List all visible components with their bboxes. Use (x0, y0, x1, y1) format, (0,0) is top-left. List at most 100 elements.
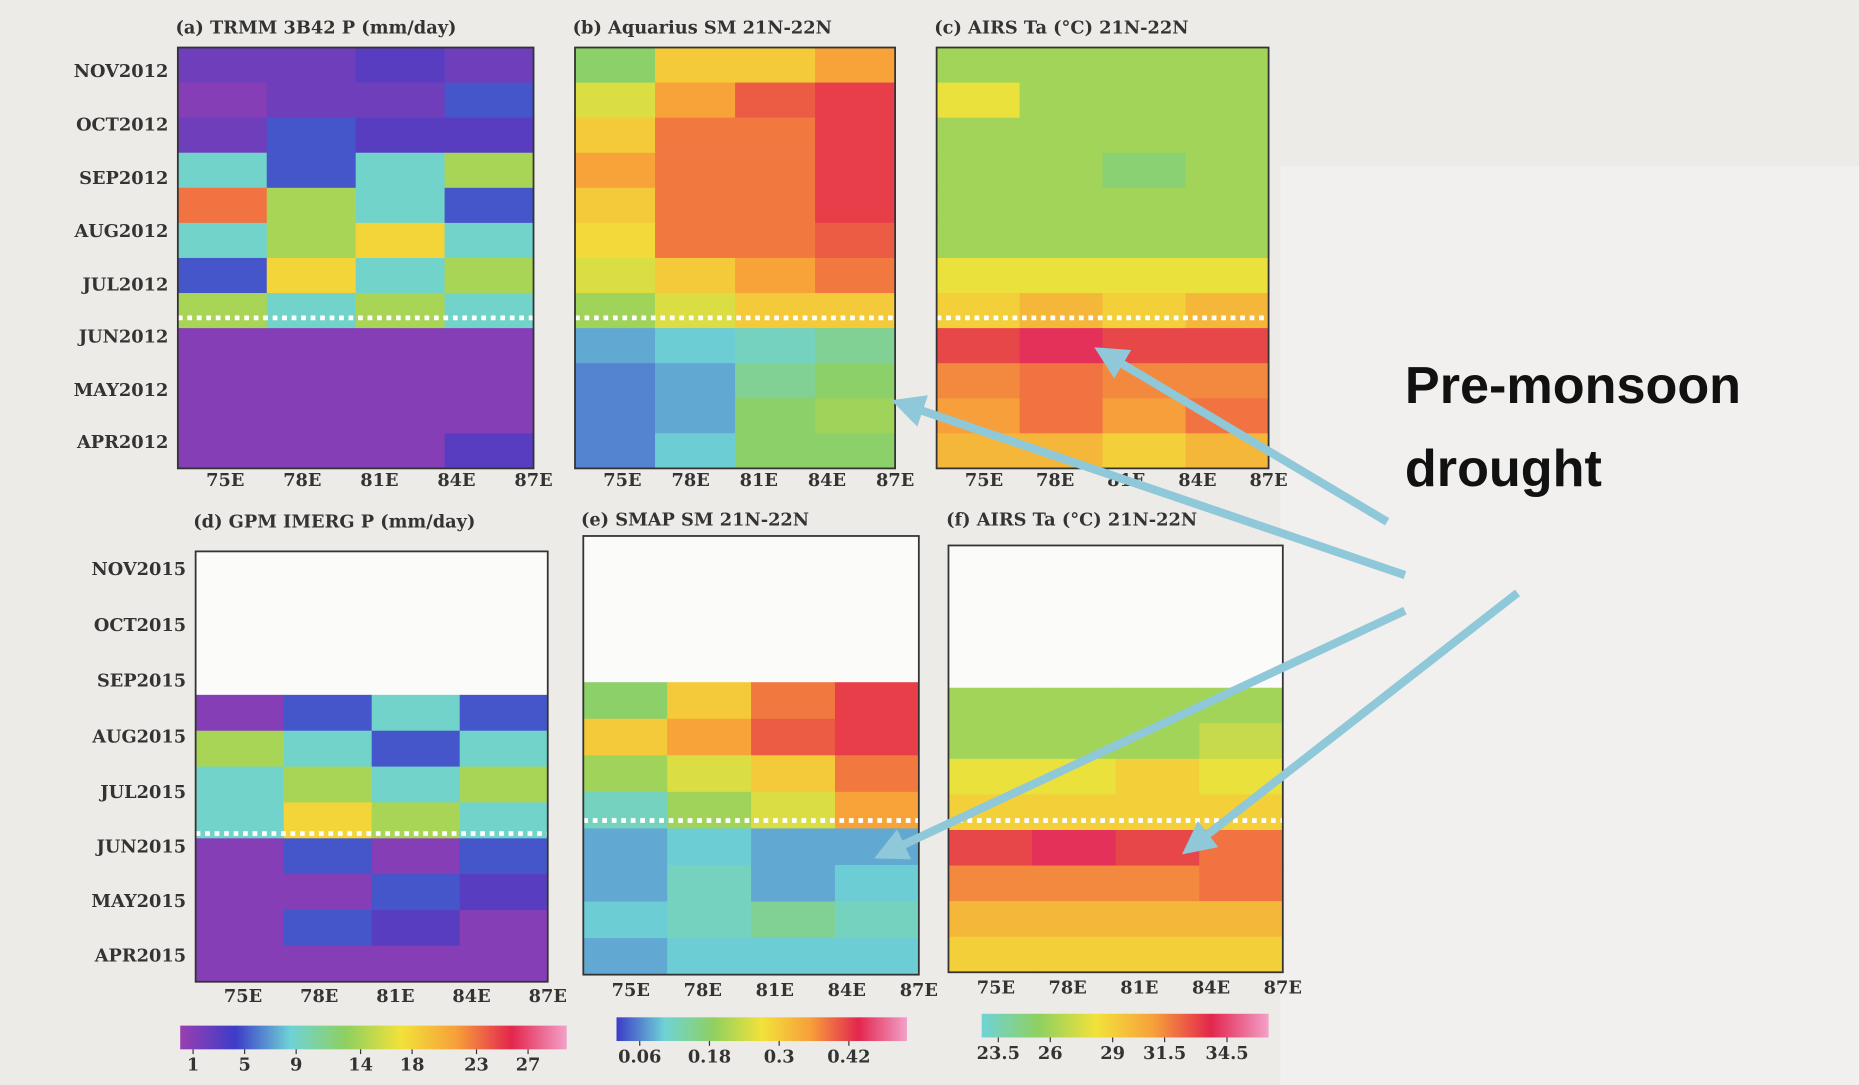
heat-cell (735, 48, 816, 84)
heat-cell (583, 938, 667, 975)
heat-cell (937, 83, 1021, 119)
y-tick-label: NOV2012 (74, 61, 169, 82)
x-tick-label: 78E (684, 980, 722, 1001)
heat-cell (1199, 901, 1283, 937)
heat-cell (667, 865, 751, 902)
heat-cell (445, 223, 535, 259)
heat-cell (575, 83, 656, 119)
heat-cell (178, 188, 268, 224)
heat-cell (1103, 118, 1187, 154)
heat-cell (1032, 866, 1116, 902)
heat-cell (267, 118, 357, 154)
heat-cell (1020, 83, 1104, 119)
heat-cell (267, 188, 357, 224)
heat-cell (178, 363, 268, 399)
heat-cell (267, 223, 357, 259)
heat-cell (735, 328, 816, 364)
heat-cell (735, 188, 816, 224)
heat-cell (356, 188, 446, 224)
heat-cell (356, 293, 446, 329)
heat-cell (937, 153, 1021, 189)
heat-cell (575, 328, 656, 364)
heat-cell (1020, 293, 1104, 329)
x-tick-label: 75E (612, 980, 650, 1001)
heat-cell (667, 755, 751, 792)
panel-title: (f) AIRS Ta (°C) 21N-22N (946, 509, 1197, 530)
heat-cell (1103, 48, 1187, 84)
heat-cell (655, 188, 736, 224)
heat-cell (583, 902, 667, 939)
heat-cell (445, 118, 535, 154)
heat-cell (751, 755, 835, 792)
heat-cell (835, 792, 919, 829)
heat-cell (751, 902, 835, 939)
heat-cell (575, 153, 656, 189)
heat-cell (735, 398, 816, 434)
heat-cell (1186, 363, 1270, 399)
heat-cell (1199, 688, 1283, 724)
heat-cell (356, 83, 446, 119)
heat-cell (937, 223, 1021, 259)
heat-cell (1103, 188, 1187, 224)
heat-cell (1103, 83, 1187, 119)
heat-cell (948, 688, 1032, 724)
heat-cell (356, 48, 446, 84)
heat-cell (655, 433, 736, 469)
heat-cell (1199, 937, 1283, 973)
x-tick-label: 84E (1192, 978, 1230, 999)
poster: (a) TRMM 3B42 P (mm/day) 75E 78E 81E 84E 87E N… (0, 0, 1859, 1085)
heat-cell (583, 792, 667, 829)
heat-cell (735, 433, 816, 469)
y-tick-label: OCT2015 (94, 615, 186, 636)
colorbar-tick-label: 31.5 (1143, 1043, 1186, 1064)
heat-cell (1020, 363, 1104, 399)
heat-cell (284, 695, 373, 731)
heat-cell (948, 723, 1032, 759)
heat-cell (445, 153, 535, 189)
heat-cell (1032, 901, 1116, 937)
panel-title: (b) Aquarius SM 21N-22N (573, 17, 832, 38)
heat-cell (178, 48, 268, 84)
page: {"chart_data":[ {"type":"heatmap","title… (0, 0, 1859, 1085)
heat-cell (372, 910, 461, 946)
heat-cell (1103, 223, 1187, 259)
heat-cell (575, 223, 656, 259)
heat-cell (735, 153, 816, 189)
y-tick-label: MAY2012 (74, 380, 169, 401)
x-tick-label: 87E (1264, 978, 1302, 999)
heat-cell (284, 767, 373, 803)
heat-cell (1186, 223, 1270, 259)
heat-cell (655, 48, 736, 84)
y-tick-label: SEP2012 (79, 168, 168, 189)
heat-cell (815, 153, 896, 189)
heat-cell (356, 258, 446, 294)
heat-cell (655, 83, 736, 119)
heat-cell (1032, 688, 1116, 724)
heat-cell (751, 682, 835, 719)
heat-cell (1020, 48, 1104, 84)
heat-cell (445, 258, 535, 294)
x-tick-label: 75E (977, 978, 1015, 999)
heat-cell (1199, 866, 1283, 902)
heat-cell (1103, 398, 1187, 434)
heat-cell (1020, 398, 1104, 434)
heat-cell (1020, 223, 1104, 259)
heat-cell (460, 731, 549, 767)
heat-cell (372, 767, 461, 803)
x-tick-label: 87E (514, 470, 552, 491)
panel-title: (a) TRMM 3B42 P (mm/day) (175, 17, 456, 38)
heat-cell (655, 398, 736, 434)
heat-cell (735, 258, 816, 294)
x-tick-label: 78E (671, 470, 709, 491)
heat-cell (460, 838, 549, 874)
heat-cell (196, 910, 285, 946)
heat-cell (835, 719, 919, 756)
heat-cell (1186, 153, 1270, 189)
x-tick-label: 81E (376, 986, 414, 1007)
heat-cell (1116, 830, 1200, 866)
heat-cell (178, 83, 268, 119)
y-tick-label: JUN2015 (95, 837, 187, 858)
heat-cell (460, 946, 549, 982)
heat-cell (751, 865, 835, 902)
heat-cell (835, 938, 919, 975)
